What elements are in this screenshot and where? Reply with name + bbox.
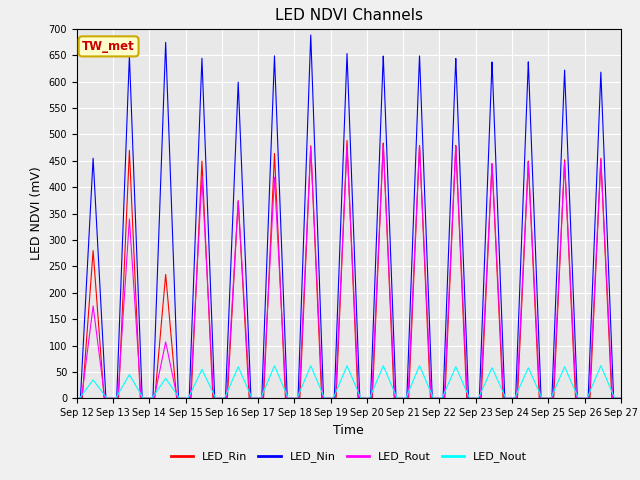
LED_Rin	[424, 336, 431, 342]
LED_Nout	[184, 396, 191, 401]
Legend: LED_Rin, LED_Nin, LED_Rout, LED_Nout: LED_Rin, LED_Nin, LED_Rout, LED_Nout	[166, 447, 531, 467]
LED_Nin	[615, 396, 623, 401]
LED_Rout	[73, 396, 81, 401]
LED_Nout	[424, 383, 431, 388]
LED_Rout	[184, 396, 191, 401]
LED_Rin	[343, 138, 351, 144]
LED_Nout	[501, 394, 509, 399]
LED_Rout	[424, 324, 431, 330]
LED_Nout	[276, 377, 284, 383]
LED_Nin	[424, 277, 431, 283]
LED_Rin	[189, 349, 197, 355]
LED_Rout	[189, 341, 197, 347]
LED_Rin	[615, 396, 623, 401]
Line: LED_Rin: LED_Rin	[77, 141, 621, 398]
Line: LED_Rout: LED_Rout	[77, 145, 621, 398]
LED_Nout	[73, 396, 81, 401]
LED_Nin	[307, 32, 315, 38]
Line: LED_Nout: LED_Nout	[77, 366, 621, 398]
LED_Rout	[615, 396, 623, 401]
Text: TW_met: TW_met	[82, 40, 135, 53]
LED_Nout	[615, 396, 623, 401]
LED_Rin	[73, 396, 81, 401]
LED_Rin	[276, 285, 284, 290]
LED_Nin	[276, 214, 284, 220]
Title: LED NDVI Channels: LED NDVI Channels	[275, 9, 423, 24]
LED_Rin	[501, 396, 509, 401]
LED_Nin	[501, 396, 509, 401]
LED_Rout	[276, 288, 284, 294]
LED_Nout	[189, 385, 197, 391]
LED_Nin	[189, 290, 197, 296]
LED_Rout	[380, 143, 387, 148]
LED_Nin	[73, 396, 81, 401]
LED_Rin	[617, 396, 625, 401]
LED_Nin	[617, 396, 625, 401]
LED_Nin	[184, 396, 191, 401]
LED_Rin	[184, 396, 191, 401]
LED_Nout	[597, 363, 605, 369]
LED_Nout	[617, 396, 625, 401]
LED_Rout	[501, 396, 509, 401]
Y-axis label: LED NDVI (mV): LED NDVI (mV)	[30, 167, 43, 261]
Line: LED_Nin: LED_Nin	[77, 35, 621, 398]
X-axis label: Time: Time	[333, 424, 364, 437]
LED_Rout	[617, 396, 625, 401]
